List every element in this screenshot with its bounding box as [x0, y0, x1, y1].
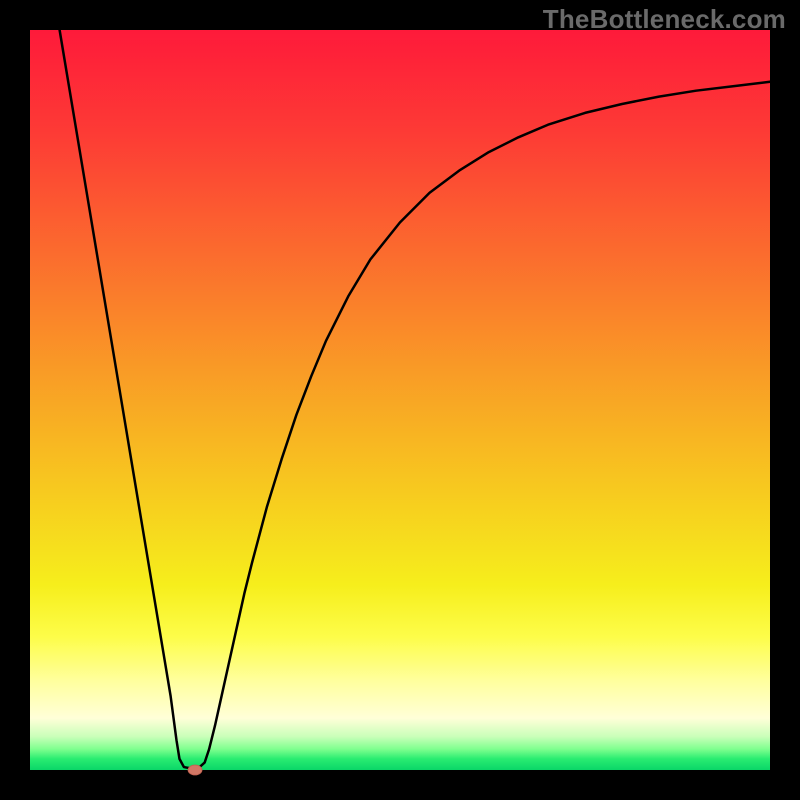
bottleneck-chart	[0, 0, 800, 800]
minimum-marker	[188, 765, 202, 775]
chart-container: TheBottleneck.com	[0, 0, 800, 800]
watermark-text: TheBottleneck.com	[543, 4, 786, 35]
plot-background	[30, 30, 770, 770]
